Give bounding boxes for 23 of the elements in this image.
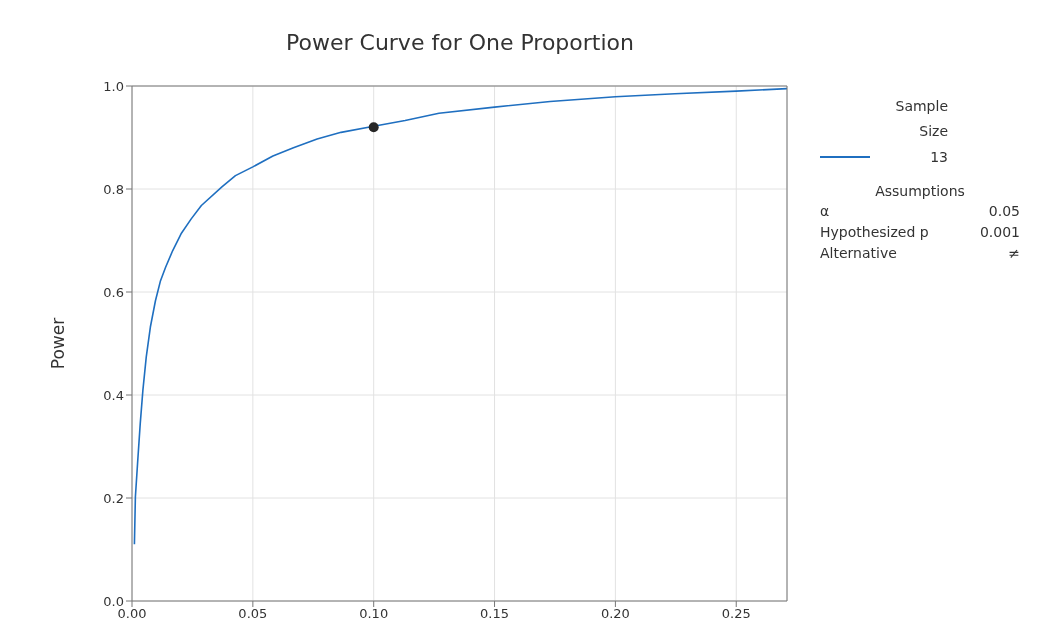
y-axis-title: Power [48,317,69,370]
chart-title: Power Curve for One Proportion [285,30,635,55]
y-tick-label: 0.8 [103,181,124,197]
text: Hypothesized p [820,223,929,242]
x-tick-label: 0.05 [238,606,268,622]
x-tick-label: 0.15 [480,606,510,622]
y-tick-label: 1.0 [103,78,124,94]
text: Alternative [820,244,897,263]
x-tick-label: 0.10 [359,606,389,622]
text: α [820,202,830,221]
text: 0.05 [988,202,1020,221]
text: 13 [929,148,948,165]
y-tick-label: 0.6 [103,284,124,300]
y-tick-label: 0.4 [103,387,124,403]
x-tick-label: 0.20 [600,606,630,622]
legend-title: Sample Size [894,97,948,141]
text: 0.001 [979,223,1020,242]
y-tick-label: 0.0 [103,593,124,609]
x-tick-label: 0.25 [721,606,751,622]
text: Assumptions [874,183,966,199]
x-tick-label: 0.00 [117,606,147,622]
text: ≠ [1008,244,1020,263]
y-tick-label: 0.2 [103,490,124,506]
